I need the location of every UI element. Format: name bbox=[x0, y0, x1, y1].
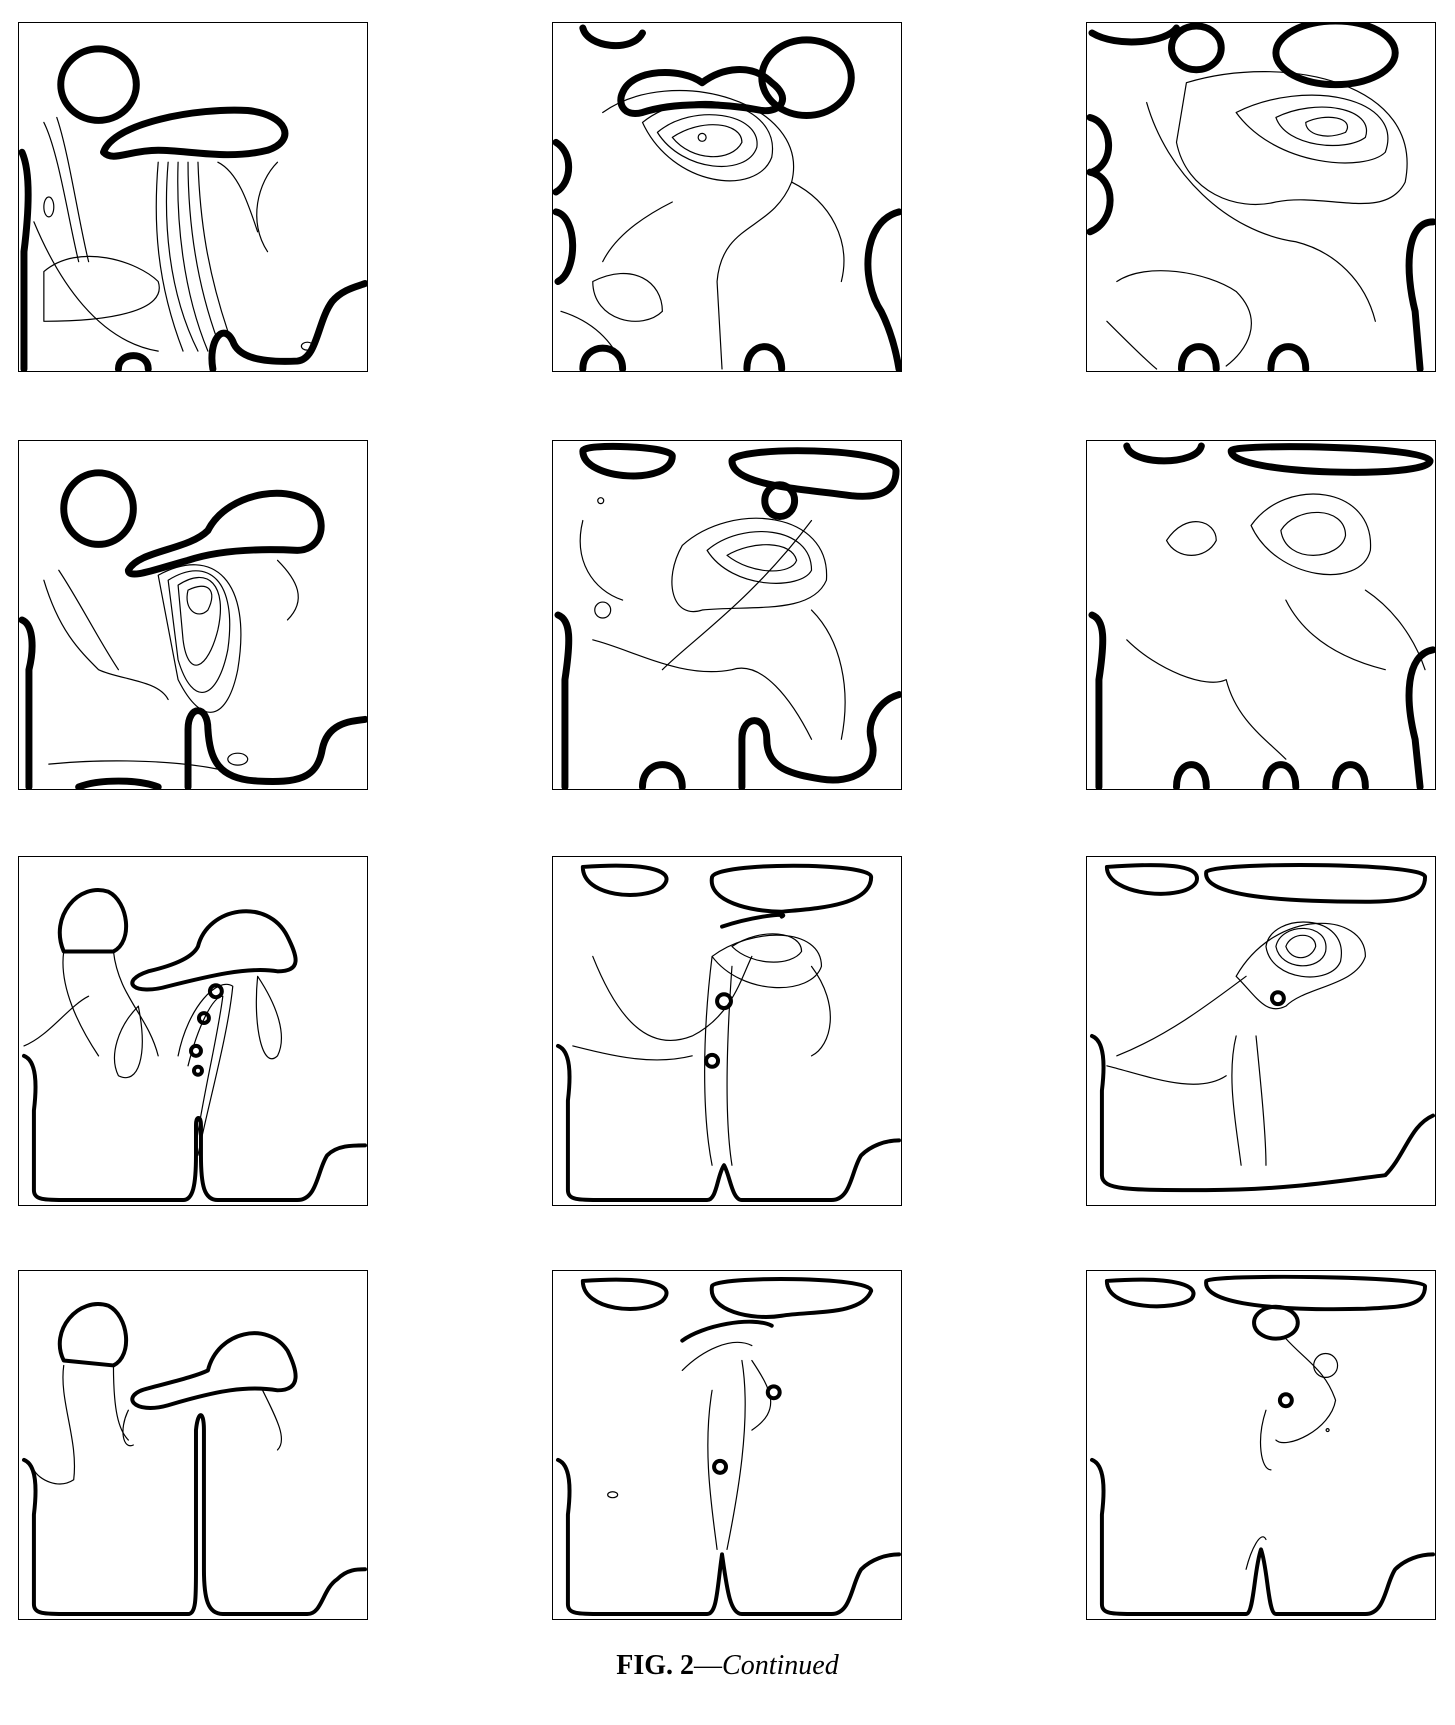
contour-panel-r2-c1 bbox=[18, 440, 368, 790]
contour-plot-r2-c3 bbox=[1088, 442, 1435, 789]
figure-continued: Continued bbox=[722, 1650, 839, 1681]
contour-panel-r4-c1 bbox=[18, 1270, 368, 1620]
contour-panel-r3-c2 bbox=[552, 856, 902, 1206]
contour-panel-r4-c3 bbox=[1086, 1270, 1436, 1620]
contour-panel-r3-c3 bbox=[1086, 856, 1436, 1206]
contour-plot-r3-c2 bbox=[555, 863, 901, 1203]
contour-plot-r1-c3 bbox=[1087, 23, 1435, 371]
contour-plot-r3-c3 bbox=[1089, 863, 1435, 1193]
contour-panel-r2-c2 bbox=[552, 440, 902, 790]
contour-plot-r3-c1 bbox=[21, 888, 367, 1203]
contour-plot-r1-c1 bbox=[19, 45, 367, 371]
contour-panel-r1-c2 bbox=[552, 22, 902, 372]
contour-panel-r1-c1 bbox=[18, 22, 368, 372]
figure-caption: FIG. 2—Continued bbox=[0, 1650, 1455, 1682]
contour-plot-r4-c3 bbox=[1089, 1274, 1435, 1617]
contour-plot-r2-c1 bbox=[19, 469, 367, 789]
contour-plot-r4-c2 bbox=[555, 1277, 901, 1617]
contour-panel-r4-c2 bbox=[552, 1270, 902, 1620]
contour-plot-r1-c2 bbox=[553, 24, 901, 371]
figure-grid bbox=[18, 22, 1436, 1620]
contour-panel-r3-c1 bbox=[18, 856, 368, 1206]
figure-label: FIG. 2 bbox=[616, 1650, 695, 1681]
contour-plot-r4-c1 bbox=[21, 1302, 367, 1617]
contour-plot-r2-c2 bbox=[554, 442, 901, 789]
figure-dash: — bbox=[694, 1650, 723, 1681]
contour-panel-r1-c3 bbox=[1086, 22, 1436, 372]
contour-panel-r2-c3 bbox=[1086, 440, 1436, 790]
